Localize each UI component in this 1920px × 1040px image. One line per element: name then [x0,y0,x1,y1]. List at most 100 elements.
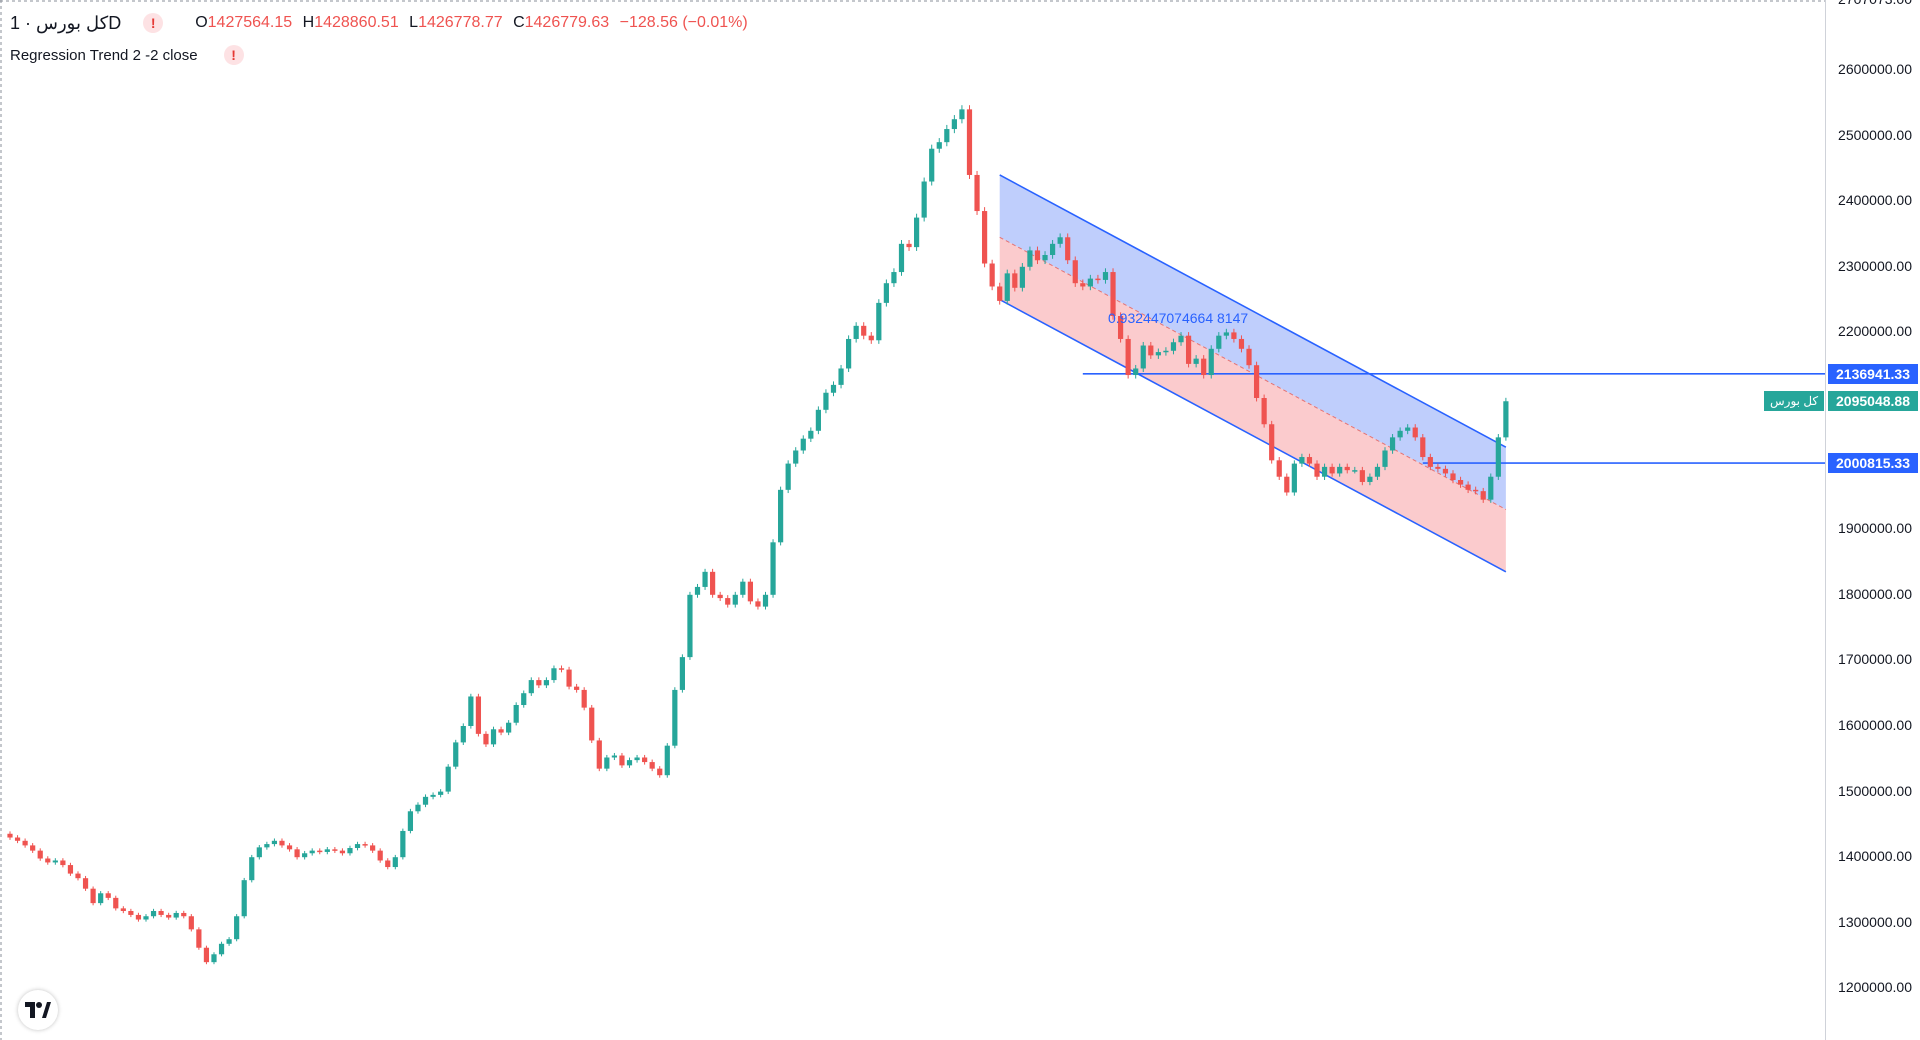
candle-body [1216,335,1222,349]
candle-body [271,840,278,845]
candle-body [188,916,194,930]
candle [98,891,104,906]
candle-body [626,760,633,766]
candle-body [1329,466,1335,474]
candle [166,912,172,920]
candle-body [1223,332,1229,336]
candle [1261,394,1267,428]
candle-body [241,880,247,917]
candle [173,910,179,920]
candle [385,858,391,870]
candle [981,207,988,268]
candle-body [898,243,905,273]
symbol-row: کل بورس · 1D ! O1427564.15 H1428860.51 L… [10,10,748,36]
candle-body [1231,332,1237,339]
candle [959,105,965,124]
candle-body [370,845,376,851]
candle [332,847,338,853]
candle [1080,279,1086,291]
candle-body [150,910,157,917]
candle [445,764,451,795]
candle [1110,268,1116,320]
candle [574,683,580,693]
candle [566,666,572,690]
candle-body [929,148,935,182]
candle [808,427,814,443]
candle-body [1201,358,1207,376]
candle-body [997,286,1003,301]
candle [989,259,995,291]
candle-body [1004,273,1010,301]
candle [589,704,595,744]
candle [657,766,663,778]
candle [1163,347,1169,356]
candle-body [1163,350,1169,353]
candle-body [566,669,572,687]
candle [1178,332,1184,346]
candle [1223,328,1229,340]
candle-body [1352,470,1358,472]
candle [468,693,474,729]
candle-body [1027,250,1033,267]
symbol-label[interactable]: کل بورس · 1D [10,12,122,33]
candle-body [1019,266,1025,288]
candle [1246,345,1252,369]
price-axis-tick-label: 1400000.00 [1838,848,1912,865]
candle [1193,355,1199,368]
candle [271,838,278,847]
candle-body [1473,489,1479,492]
candle [506,720,512,736]
price-tag[interactable]: 2095048.88 [1828,391,1918,412]
candle [634,754,640,763]
candle-body [1140,345,1146,369]
candle [1291,460,1297,496]
candle-body [1321,466,1328,477]
candle-body [981,211,988,264]
candle-body [846,338,852,369]
candle-body [1480,491,1486,500]
candle [1412,424,1418,441]
warning-icon[interactable]: ! [143,13,164,33]
candle-body [634,757,640,761]
candle [339,848,346,856]
candle-body [1253,365,1260,398]
tradingview-logo-icon[interactable] [18,990,58,1030]
candle [279,838,285,848]
candle [694,583,701,598]
candle-body [324,849,330,852]
candle-body [974,174,980,212]
candle [1442,465,1449,477]
indicator-label[interactable]: Regression Trend 2 -2 close [10,46,198,64]
candle-body [7,833,13,838]
candle [143,914,149,922]
candle [891,268,897,287]
candle [732,591,738,608]
candle [551,665,557,683]
candle [702,568,708,590]
ohlc-values: O1427564.15 H1428860.51 L1426778.77 C142… [189,14,748,32]
price-tag[interactable]: 2136941.33 [1828,363,1918,384]
candle-body [679,657,685,690]
price-axis-tick-label: 1800000.00 [1838,585,1912,602]
candle [1337,463,1343,477]
candle-body [1095,278,1101,281]
candle-body [1457,480,1464,485]
candle-body [1306,457,1313,464]
candle [286,843,293,852]
candle-body [921,181,927,218]
warning-icon[interactable]: ! [223,45,244,65]
candle-body [536,680,542,686]
candle [1253,361,1260,402]
candle-body [747,581,753,602]
candle [906,240,912,251]
candle [1314,460,1320,480]
candle-body [430,794,436,797]
candle-body [543,680,550,686]
price-tag[interactable]: 2000815.33 [1828,453,1918,474]
candle [188,914,194,932]
candle [113,895,119,911]
indicator-row[interactable]: Regression Trend 2 -2 close ! [10,42,748,68]
candle-body [710,571,716,595]
candle [997,282,1003,305]
